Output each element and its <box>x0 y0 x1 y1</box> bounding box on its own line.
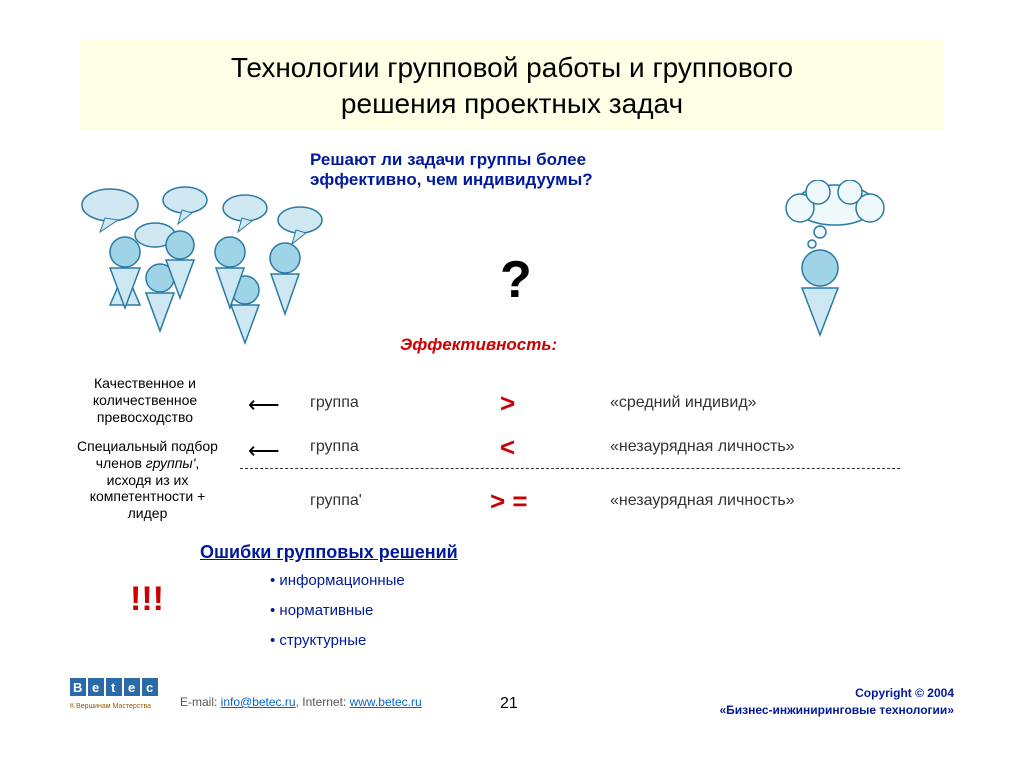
cmp-right-2: «незаурядная личность» <box>610 438 795 456</box>
errors-heading: Ошибки групповых решений <box>200 542 458 563</box>
svg-text:t: t <box>111 680 116 695</box>
web-link[interactable]: www.betec.ru <box>350 695 422 709</box>
betec-logo: B e t e c К Вершинам Мастерства <box>70 678 170 715</box>
err-item-2: • нормативные <box>270 602 373 619</box>
label-quality: Качественное иколичественноепревосходств… <box>65 375 225 425</box>
label-special-selection: Специальный подборчленов группы',исходя … <box>60 438 235 522</box>
svg-text:B: B <box>73 680 82 695</box>
email-link[interactable]: info@betec.ru <box>221 695 296 709</box>
question-text: Решают ли задачи группы более эффективно… <box>310 150 593 190</box>
svg-text:e: e <box>128 680 135 695</box>
cmp-left-1: группа <box>310 394 359 412</box>
arrow-icon: ⟵ <box>248 392 280 418</box>
cmp-right-3: «незаурядная личность» <box>610 492 795 510</box>
group-people-graphic <box>70 180 340 360</box>
err-item-1: • информационные <box>270 572 405 589</box>
slide-title: Технологии групповой работы и группового… <box>80 40 944 130</box>
cmp-right-1: «средний индивид» <box>610 394 757 412</box>
divider-line <box>240 468 900 469</box>
title-line2: решения проектных задач <box>80 86 944 122</box>
effectiveness-label: Эффективность: <box>400 335 557 355</box>
cmp-left-2: группа <box>310 438 359 456</box>
exclaim-icon: !!! <box>130 580 164 619</box>
cmp-op-3: > = <box>490 486 528 517</box>
arrow-icon: ⟵ <box>248 438 280 464</box>
page-number: 21 <box>500 695 518 713</box>
cmp-left-3: группа' <box>310 492 362 510</box>
title-line1: Технологии групповой работы и группового <box>80 50 944 86</box>
svg-text:e: e <box>92 680 99 695</box>
cmp-op-1: > <box>500 388 515 419</box>
cmp-op-2: < <box>500 432 515 463</box>
svg-text:c: c <box>146 680 153 695</box>
err-item-3: • структурные <box>270 632 366 649</box>
copyright: Copyright © 2004 «Бизнес-инжиниринговые … <box>719 685 954 719</box>
footer-contact: E-mail: info@betec.ru, Internet: www.bet… <box>180 695 422 709</box>
question-mark: ? <box>500 250 532 310</box>
svg-text:К Вершинам Мастерства: К Вершинам Мастерства <box>70 703 151 710</box>
individual-graphic <box>750 180 910 350</box>
